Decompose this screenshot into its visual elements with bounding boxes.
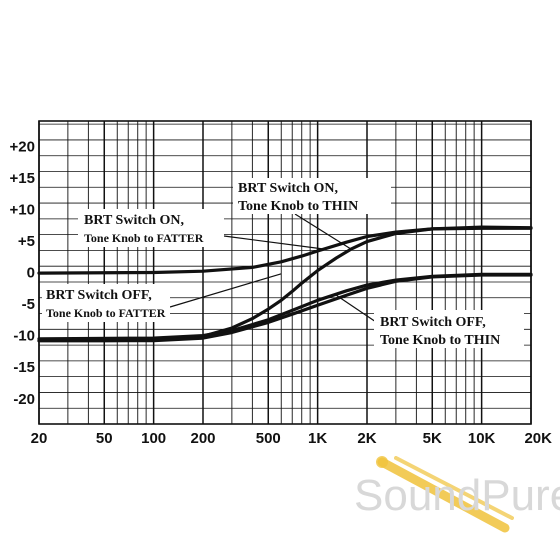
annotation-on-thin: BRT Switch ON, Tone Knob to THIN	[233, 178, 391, 214]
annotation-leader-line	[223, 235, 325, 250]
annotation-on-thin-line2: Tone Knob to THIN	[238, 199, 358, 214]
x-tick-label: 20K	[524, 430, 552, 447]
annotation-off-thin: BRT Switch OFF, Tone Knob to THIN	[374, 310, 524, 348]
annotation-off-fatter: BRT Switch OFF, Tone Knob to FATTER	[42, 284, 170, 322]
y-tick-label: 0	[27, 265, 35, 282]
annotation-on-fatter-box	[78, 209, 224, 247]
y-tick-label: +20	[10, 138, 35, 155]
annotation-on-thin-line1: BRT Switch ON,	[238, 181, 338, 196]
x-axis-ticks: 20 50 100 200 500 1K 2K 5K 10K 20K	[31, 430, 552, 447]
y-tick-label: +5	[18, 233, 35, 250]
y-tick-label: +15	[10, 170, 35, 187]
guitar-neck-icon	[376, 456, 514, 533]
y-axis-ticks: +20 +15 +10 +5 0 -5 -10 -15 -20	[10, 138, 35, 408]
annotation-off-thin-box	[374, 310, 524, 348]
x-tick-label: 200	[190, 430, 215, 447]
series-line-brt-switch-on-tone-knob-to-fatter	[37, 226, 533, 275]
soundpure-logo-text: SoundPure	[354, 471, 560, 520]
x-tick-label: 500	[256, 430, 281, 447]
x-tick-label: 100	[141, 430, 166, 447]
x-tick-label: 5K	[423, 430, 442, 447]
x-tick-label: 1K	[308, 430, 327, 447]
y-tick-label: -15	[13, 359, 35, 376]
y-tick-label: -20	[13, 391, 35, 408]
annotation-off-thin-line1: BRT Switch OFF,	[380, 315, 486, 330]
soundpure-watermark: SoundPure	[354, 456, 560, 533]
x-tick-label: 50	[96, 430, 113, 447]
annotation-on-fatter: BRT Switch ON, Tone Knob to FATTER	[78, 209, 224, 247]
x-tick-label: 2K	[357, 430, 376, 447]
annotation-leader-line	[294, 213, 352, 250]
chart-series	[37, 225, 533, 343]
annotation-off-fatter-line2: Tone Knob to FATTER	[46, 306, 166, 320]
annotation-off-fatter-box	[42, 284, 170, 322]
annotation-off-thin-line2: Tone Knob to THIN	[380, 333, 500, 348]
annotation-off-fatter-line1: BRT Switch OFF,	[46, 288, 152, 303]
annotation-on-thin-box	[233, 178, 391, 214]
annotation-on-fatter-line2: Tone Knob to FATTER	[84, 231, 204, 245]
y-tick-label: +10	[10, 201, 35, 218]
annotation-leaders	[169, 213, 377, 323]
annotation-leader-line	[169, 273, 282, 308]
x-tick-label: 20	[31, 430, 48, 447]
y-tick-label: -10	[13, 328, 35, 345]
annotation-on-fatter-line1: BRT Switch ON,	[84, 213, 184, 228]
annotation-leader-line	[335, 294, 377, 323]
chart-grid	[38, 120, 532, 425]
x-tick-label: 10K	[468, 430, 496, 447]
series-line-brt-switch-off-tone-knob-to-thin	[37, 273, 533, 343]
y-tick-label: -5	[22, 296, 35, 313]
